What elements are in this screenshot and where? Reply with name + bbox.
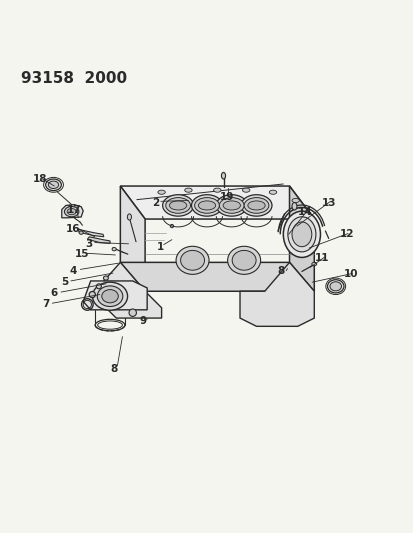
Ellipse shape	[176, 246, 209, 274]
Polygon shape	[62, 205, 83, 218]
Ellipse shape	[213, 188, 221, 192]
Text: 8: 8	[110, 364, 118, 374]
Ellipse shape	[221, 172, 225, 179]
Ellipse shape	[244, 198, 268, 213]
Ellipse shape	[291, 198, 299, 203]
Ellipse shape	[89, 292, 95, 297]
Ellipse shape	[112, 247, 116, 251]
Ellipse shape	[184, 188, 192, 192]
Ellipse shape	[240, 195, 271, 216]
Polygon shape	[120, 186, 145, 291]
Text: 14: 14	[297, 207, 312, 217]
Text: 6: 6	[50, 288, 58, 298]
Ellipse shape	[96, 284, 101, 289]
Text: 7: 7	[42, 300, 50, 310]
Text: 5: 5	[61, 277, 68, 287]
Ellipse shape	[102, 289, 118, 303]
Polygon shape	[83, 281, 147, 310]
Ellipse shape	[287, 217, 315, 252]
Text: 15: 15	[75, 249, 90, 259]
Text: 13: 13	[320, 198, 335, 207]
Ellipse shape	[191, 195, 222, 216]
Ellipse shape	[327, 280, 343, 293]
Text: 19: 19	[219, 192, 233, 202]
Ellipse shape	[232, 251, 256, 270]
Polygon shape	[104, 262, 161, 318]
Ellipse shape	[198, 201, 215, 210]
Ellipse shape	[45, 179, 61, 191]
Ellipse shape	[242, 188, 249, 192]
Polygon shape	[120, 186, 313, 219]
Ellipse shape	[157, 190, 165, 195]
Ellipse shape	[97, 286, 123, 306]
Ellipse shape	[67, 208, 76, 215]
Ellipse shape	[180, 251, 204, 270]
Ellipse shape	[223, 201, 240, 210]
Text: 3: 3	[85, 239, 93, 249]
Text: 9: 9	[139, 316, 146, 326]
Polygon shape	[240, 262, 313, 326]
Text: 4: 4	[69, 265, 76, 276]
Ellipse shape	[170, 224, 173, 228]
Text: 17: 17	[66, 205, 81, 215]
Ellipse shape	[291, 203, 296, 210]
Ellipse shape	[268, 190, 276, 195]
Polygon shape	[120, 262, 313, 291]
Ellipse shape	[129, 309, 136, 317]
Text: 8: 8	[277, 266, 284, 277]
Polygon shape	[289, 186, 313, 291]
Ellipse shape	[227, 246, 260, 274]
Text: 16: 16	[66, 224, 80, 235]
Polygon shape	[78, 229, 104, 237]
Polygon shape	[87, 237, 110, 244]
Ellipse shape	[64, 206, 79, 217]
Ellipse shape	[291, 222, 311, 247]
Ellipse shape	[165, 198, 190, 213]
Ellipse shape	[79, 231, 83, 235]
Text: 93158  2000: 93158 2000	[21, 70, 127, 85]
Ellipse shape	[216, 195, 247, 216]
Ellipse shape	[103, 276, 108, 280]
Ellipse shape	[48, 181, 59, 189]
Ellipse shape	[162, 195, 193, 216]
Text: 18: 18	[33, 174, 47, 184]
Ellipse shape	[194, 198, 219, 213]
Ellipse shape	[311, 262, 316, 265]
Ellipse shape	[282, 211, 320, 257]
Text: 2: 2	[152, 198, 159, 207]
Text: 11: 11	[315, 253, 329, 263]
Text: 12: 12	[339, 229, 354, 239]
Ellipse shape	[127, 214, 131, 220]
Text: 10: 10	[342, 269, 357, 279]
Ellipse shape	[169, 201, 186, 210]
Ellipse shape	[247, 201, 265, 210]
Ellipse shape	[92, 282, 127, 310]
Ellipse shape	[219, 198, 244, 213]
Text: 1: 1	[157, 241, 164, 252]
Ellipse shape	[329, 282, 341, 291]
